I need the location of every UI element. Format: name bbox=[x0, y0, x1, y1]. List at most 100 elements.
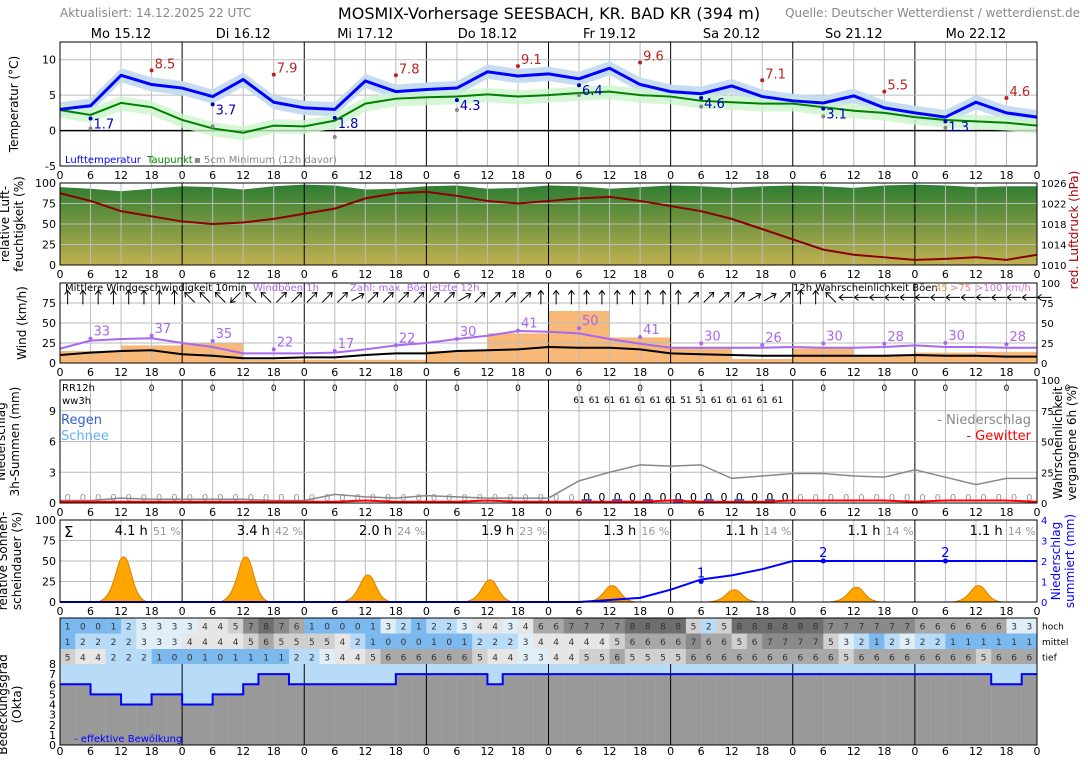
cloud-cell bbox=[227, 649, 244, 665]
x-tick-label: 6 bbox=[331, 605, 338, 618]
cloud-cell-value: 3 bbox=[1027, 623, 1033, 633]
cloud-cell-value: 4 bbox=[217, 638, 223, 648]
cloud-cell bbox=[441, 649, 458, 665]
ww3h-code: 51 bbox=[695, 396, 706, 406]
ww3h-code: 61 bbox=[604, 396, 615, 406]
arrow-path bbox=[260, 291, 272, 303]
cloud-cell-value: 2 bbox=[446, 623, 452, 633]
legend-effective-cloud: - effektive Bewölkung bbox=[74, 734, 182, 745]
cloud-column bbox=[197, 704, 214, 745]
x-tick-label: 12 bbox=[480, 605, 494, 618]
wind-direction-arrow-icon bbox=[674, 289, 682, 305]
arrow-path bbox=[245, 291, 257, 303]
precip-3h-value: 0 bbox=[996, 493, 1002, 504]
y-tick-label: 3 bbox=[49, 709, 56, 722]
wind-direction-arrow-icon bbox=[929, 293, 945, 301]
cloud-cell bbox=[212, 633, 229, 649]
x-tick-label: 18 bbox=[633, 506, 647, 519]
cloud-cell-value: 6 bbox=[614, 654, 620, 664]
cloud-cell bbox=[441, 633, 458, 649]
cloud-cell bbox=[1006, 633, 1023, 649]
cloud-cell-value: 2 bbox=[111, 654, 117, 664]
arrow-path bbox=[505, 291, 516, 303]
wind-direction-arrow-icon bbox=[748, 292, 762, 302]
cloud-cell bbox=[517, 633, 534, 649]
x-tick-label: 12 bbox=[603, 605, 617, 618]
cloud-cell-value: 1 bbox=[309, 623, 315, 633]
max-temp-marker bbox=[515, 64, 520, 69]
precip-3h-value: 0 bbox=[843, 493, 849, 504]
cloud-cell-value: 6 bbox=[385, 654, 391, 664]
x-tick-label: 12 bbox=[480, 366, 494, 379]
cloud-column bbox=[105, 694, 122, 745]
x-tick-label: 0 bbox=[423, 506, 430, 519]
cloud-cell bbox=[731, 649, 748, 665]
cloud-cell-value: 6 bbox=[721, 638, 727, 648]
max-gust-label: 41 bbox=[643, 323, 660, 338]
legend-mean-wind: Mittlere Windgeschwindigkeit 10min bbox=[65, 283, 247, 294]
cloud-cell-value: 1 bbox=[431, 638, 437, 648]
cloud-cell bbox=[75, 618, 92, 634]
cloud-column bbox=[533, 674, 549, 745]
cloud-cell bbox=[792, 633, 809, 649]
cloud-cell bbox=[334, 649, 351, 665]
cloud-cell-value: 2 bbox=[111, 638, 117, 648]
cloud-column bbox=[472, 674, 488, 745]
arrow-path bbox=[929, 293, 945, 301]
arrow-path bbox=[825, 291, 837, 303]
ww3h-code: 61 bbox=[573, 396, 584, 406]
cloud-cell-value: 6 bbox=[691, 654, 697, 664]
cloud-cell-value: 2 bbox=[401, 623, 407, 633]
x-tick-label: 18 bbox=[145, 605, 159, 618]
max-temp-marker bbox=[271, 72, 276, 77]
x-tick-label: 6 bbox=[698, 506, 705, 519]
axis-label-right: Wahrscheinlichkeit bbox=[1051, 386, 1065, 499]
x-tick-label: 0 bbox=[1034, 506, 1041, 519]
precip-3h-value: 0 bbox=[904, 493, 910, 504]
x-tick-label: 18 bbox=[999, 506, 1013, 519]
cloud-cell-value: 1 bbox=[1027, 638, 1033, 648]
cloud-cell bbox=[365, 633, 382, 649]
cloud-cell bbox=[121, 633, 137, 649]
wind-direction-arrow-icon bbox=[260, 291, 272, 303]
cloud-column bbox=[579, 674, 595, 745]
cloud-cell bbox=[563, 618, 580, 634]
cloud-cell-value: 0 bbox=[324, 623, 330, 633]
min-temp-marker bbox=[699, 95, 704, 100]
day-label: Mi 17.12 bbox=[337, 27, 393, 42]
cloud-column bbox=[777, 674, 794, 745]
cloud-cell-value: 5 bbox=[324, 638, 330, 648]
cloud-cell bbox=[380, 633, 397, 649]
precip-3h-value: 0 bbox=[80, 493, 86, 504]
y2-tick-label: 2 bbox=[1041, 557, 1047, 568]
arrow-path bbox=[79, 289, 87, 305]
x-tick-label: 0 bbox=[57, 605, 64, 618]
cloud-cell-value: 2 bbox=[507, 638, 513, 648]
cloud-cell bbox=[456, 618, 473, 634]
cloud-cell-value: 4 bbox=[553, 654, 559, 664]
max-gust-label: 30 bbox=[948, 329, 965, 344]
x-tick-label: 12 bbox=[969, 506, 983, 519]
cloud-cell-value: 2 bbox=[126, 654, 132, 664]
wind-direction-arrow-icon bbox=[171, 289, 178, 305]
legend-gust-probability: 12h Wahrscheinlichkeit Böen bbox=[793, 283, 938, 294]
cloud-cell-value: 2 bbox=[95, 638, 101, 648]
cloud-cell bbox=[350, 649, 366, 665]
x-tick-label: 6 bbox=[331, 506, 338, 519]
cloud-column bbox=[90, 694, 107, 745]
cloud-cell bbox=[166, 633, 183, 649]
day-label: So 21.12 bbox=[825, 27, 883, 42]
wind-direction-arrow-icon bbox=[703, 291, 715, 303]
cloud-cell-value: 1 bbox=[981, 638, 987, 648]
daily-sunshine-hours: 1.1 h bbox=[970, 524, 1003, 539]
wind-direction-arrow-icon bbox=[734, 291, 745, 303]
cloud-column bbox=[914, 674, 931, 745]
y2-tick-label: 0 bbox=[1041, 359, 1047, 370]
cloud-cell-value: 1 bbox=[965, 638, 971, 648]
cloud-cell-value: 6 bbox=[965, 654, 971, 664]
x-tick-label: 6 bbox=[576, 506, 583, 519]
precip-3h-value: 0 bbox=[919, 493, 925, 504]
wind-direction-arrow-icon bbox=[688, 291, 700, 303]
x-tick-label: 6 bbox=[453, 169, 460, 182]
x-tick-label: 6 bbox=[453, 506, 460, 519]
